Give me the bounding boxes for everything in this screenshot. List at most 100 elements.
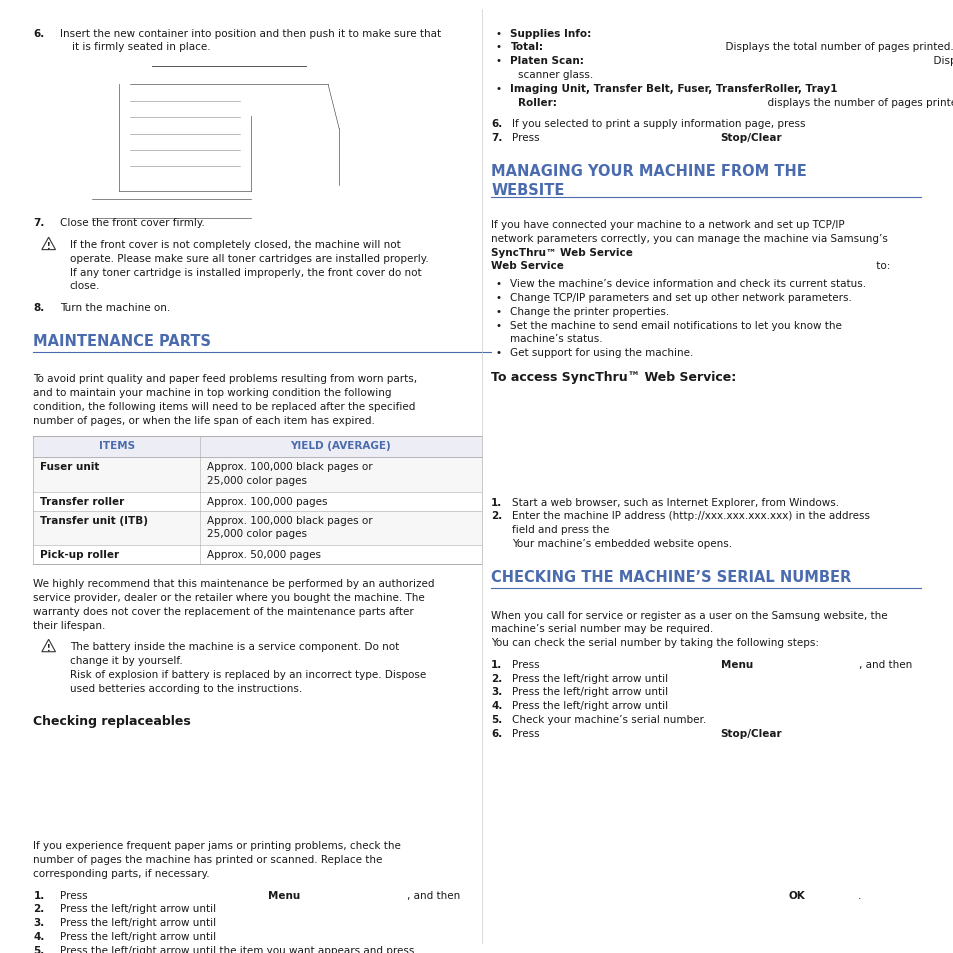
Text: Approx. 100,000 pages: Approx. 100,000 pages — [207, 496, 327, 506]
Text: •: • — [495, 306, 500, 316]
Text: 4.: 4. — [33, 931, 45, 941]
Text: Press the left/right arrow until: Press the left/right arrow until — [512, 700, 671, 710]
Text: !: ! — [47, 643, 51, 652]
Text: Transfer roller: Transfer roller — [40, 496, 124, 506]
Text: close.: close. — [70, 281, 100, 291]
FancyBboxPatch shape — [71, 56, 386, 204]
Text: 6.: 6. — [33, 29, 45, 38]
Text: MAINTENANCE PARTS: MAINTENANCE PARTS — [33, 334, 212, 349]
Text: Approx. 50,000 pages: Approx. 50,000 pages — [207, 549, 320, 559]
Text: corresponding parts, if necessary.: corresponding parts, if necessary. — [33, 868, 210, 878]
Text: condition, the following items will need to be replaced after the specified: condition, the following items will need… — [33, 401, 416, 412]
Text: Press the left/right arrow until: Press the left/right arrow until — [60, 903, 219, 913]
Text: Set the machine to send email notifications to let you know the: Set the machine to send email notificati… — [510, 320, 841, 330]
Text: used betteries according to the instructions.: used betteries according to the instruct… — [70, 682, 301, 693]
Text: network parameters correctly, you can manage the machine via Samsung’s: network parameters correctly, you can ma… — [491, 233, 887, 243]
Text: Risk of explosion if battery is replaced by an incorrect type. Dispose: Risk of explosion if battery is replaced… — [70, 669, 425, 679]
Text: When you call for service or register as a user on the Samsung website, the: When you call for service or register as… — [491, 610, 887, 619]
Text: 6.: 6. — [491, 728, 502, 738]
Text: OK: OK — [788, 889, 804, 900]
Text: and to maintain your machine in top working condition the following: and to maintain your machine in top work… — [33, 388, 392, 397]
Text: change it by yourself.: change it by yourself. — [70, 655, 182, 665]
Text: Total:: Total: — [510, 43, 543, 52]
FancyBboxPatch shape — [33, 511, 481, 545]
Text: Transfer unit (ITB): Transfer unit (ITB) — [40, 515, 148, 525]
Text: Fuser unit: Fuser unit — [40, 461, 99, 472]
Text: 25,000 color pages: 25,000 color pages — [207, 476, 307, 485]
Text: Start a web browser, such as Internet Explorer, from Windows.: Start a web browser, such as Internet Ex… — [512, 497, 839, 507]
FancyBboxPatch shape — [33, 457, 481, 492]
Text: operate. Please make sure all toner cartridges are installed properly.: operate. Please make sure all toner cart… — [70, 253, 428, 263]
Text: !: ! — [47, 241, 51, 251]
Text: If you have connected your machine to a network and set up TCP/IP: If you have connected your machine to a … — [491, 219, 844, 230]
Text: Imaging Unit, Transfer Belt, Fuser, TransferRoller, Tray1: Imaging Unit, Transfer Belt, Fuser, Tran… — [510, 84, 837, 93]
Text: Your machine’s embedded website opens.: Your machine’s embedded website opens. — [512, 538, 732, 548]
Text: CHECKING THE MACHINE’S SERIAL NUMBER: CHECKING THE MACHINE’S SERIAL NUMBER — [491, 569, 851, 584]
Text: 3.: 3. — [491, 686, 502, 697]
Text: View the machine’s device information and check its current status.: View the machine’s device information an… — [510, 278, 865, 289]
Polygon shape — [42, 238, 55, 251]
Text: Platen Scan:: Platen Scan: — [510, 56, 583, 66]
Text: Press: Press — [512, 659, 542, 669]
Text: Approx. 100,000 black pages or: Approx. 100,000 black pages or — [207, 515, 372, 525]
Text: Displays the number of pages scanned using the: Displays the number of pages scanned usi… — [925, 56, 953, 66]
Text: 3.: 3. — [33, 917, 45, 927]
Text: We highly recommend that this maintenance be performed by an authorized: We highly recommend that this maintenanc… — [33, 578, 435, 588]
Text: Enter the machine IP address (http://xxx.xxx.xxx.xxx) in the address: Enter the machine IP address (http://xxx… — [512, 511, 869, 520]
Text: machine’s status.: machine’s status. — [510, 334, 602, 344]
Text: Roller:: Roller: — [517, 97, 557, 108]
Text: Press: Press — [512, 728, 542, 738]
Text: , and then: , and then — [407, 889, 463, 900]
Text: If the front cover is not completely closed, the machine will not: If the front cover is not completely clo… — [70, 240, 400, 250]
Polygon shape — [42, 639, 55, 652]
Text: •: • — [495, 293, 500, 302]
Text: The battery inside the machine is a service component. Do not: The battery inside the machine is a serv… — [70, 641, 398, 651]
Text: number of pages the machine has printed or scanned. Replace the: number of pages the machine has printed … — [33, 854, 382, 864]
Text: Pick-up roller: Pick-up roller — [40, 549, 119, 559]
Text: Displays the total number of pages printed.: Displays the total number of pages print… — [718, 43, 952, 52]
Text: 2.: 2. — [33, 903, 45, 913]
Text: If you selected to print a supply information page, press: If you selected to print a supply inform… — [512, 119, 808, 129]
Text: scanner glass.: scanner glass. — [517, 71, 593, 80]
Text: Approx. 100,000 black pages or: Approx. 100,000 black pages or — [207, 461, 372, 472]
Text: Press the left/right arrow until: Press the left/right arrow until — [60, 917, 219, 927]
Text: Change TCP/IP parameters and set up other network parameters.: Change TCP/IP parameters and set up othe… — [510, 293, 851, 302]
Text: Check your machine’s serial number.: Check your machine’s serial number. — [512, 714, 706, 724]
Text: YIELD (AVERAGE): YIELD (AVERAGE) — [291, 440, 391, 451]
Text: •: • — [495, 56, 500, 66]
Text: 7.: 7. — [33, 218, 45, 228]
Text: Close the front cover firmly.: Close the front cover firmly. — [60, 218, 205, 228]
Text: , and then: , and then — [859, 659, 915, 669]
Text: Press the left/right arrow until: Press the left/right arrow until — [60, 931, 219, 941]
Text: .: . — [858, 889, 861, 900]
Text: 5.: 5. — [491, 714, 502, 724]
Text: If you experience frequent paper jams or printing problems, check the: If you experience frequent paper jams or… — [33, 841, 401, 850]
FancyBboxPatch shape — [33, 492, 481, 511]
Text: Menu: Menu — [720, 659, 752, 669]
Text: •: • — [495, 43, 500, 52]
Text: displays the number of pages printed each item.: displays the number of pages printed eac… — [760, 97, 953, 108]
Text: Menu: Menu — [268, 889, 300, 900]
Text: •: • — [495, 278, 500, 289]
Text: MANAGING YOUR MACHINE FROM THE: MANAGING YOUR MACHINE FROM THE — [491, 164, 806, 179]
Text: 1.: 1. — [491, 659, 502, 669]
FancyBboxPatch shape — [33, 436, 481, 457]
Text: Press: Press — [60, 889, 91, 900]
Text: Web Service: Web Service — [491, 261, 563, 271]
Text: If any toner cartridge is installed improperly, the front cover do not: If any toner cartridge is installed impr… — [70, 267, 421, 277]
Text: ITEMS: ITEMS — [98, 440, 134, 451]
Text: Press the left/right arrow until: Press the left/right arrow until — [512, 686, 671, 697]
Text: Stop/Clear: Stop/Clear — [720, 132, 781, 143]
Text: to:: to: — [872, 261, 889, 271]
Text: Change the printer properties.: Change the printer properties. — [510, 306, 669, 316]
Text: field and press the: field and press the — [512, 524, 612, 535]
Text: •: • — [495, 84, 500, 93]
Text: Insert the new container into position and then push it to make sure that: Insert the new container into position a… — [60, 29, 441, 38]
Text: •: • — [495, 29, 500, 38]
Text: Press the left/right arrow until: Press the left/right arrow until — [512, 673, 671, 682]
Text: Supplies Info:: Supplies Info: — [510, 29, 591, 38]
Text: 2.: 2. — [491, 673, 502, 682]
Text: 1.: 1. — [491, 497, 502, 507]
Text: 25,000 color pages: 25,000 color pages — [207, 529, 307, 538]
Text: Turn the machine on.: Turn the machine on. — [60, 302, 171, 313]
